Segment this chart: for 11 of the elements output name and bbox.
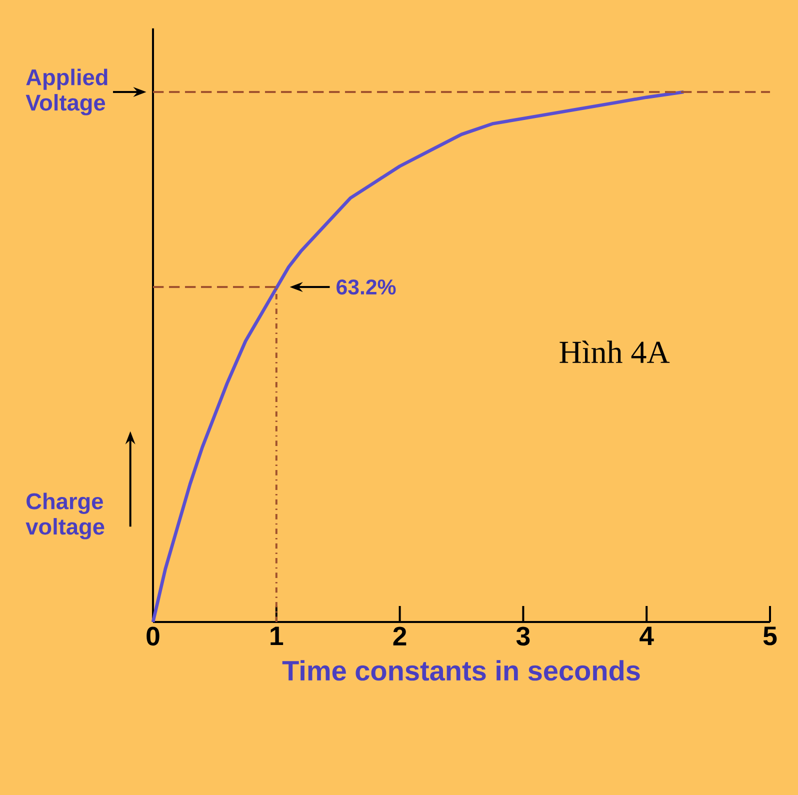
annotation: 63.2% (336, 279, 396, 295)
x-tick-label: 5 (763, 626, 777, 646)
x-tick-label: 1 (270, 626, 284, 646)
x-tick-label: 2 (393, 626, 406, 646)
x-tick-label: 4 (640, 626, 654, 646)
x-tick-label: 0 (146, 626, 160, 646)
ref-line-label: Applied Voltage (26, 68, 108, 116)
x-tick-label: 3 (516, 626, 530, 646)
y-axis-title: Charge voltage (26, 492, 104, 540)
x-axis-title: Time constants in seconds (282, 660, 640, 681)
annotation: Hình 4A (560, 340, 670, 363)
